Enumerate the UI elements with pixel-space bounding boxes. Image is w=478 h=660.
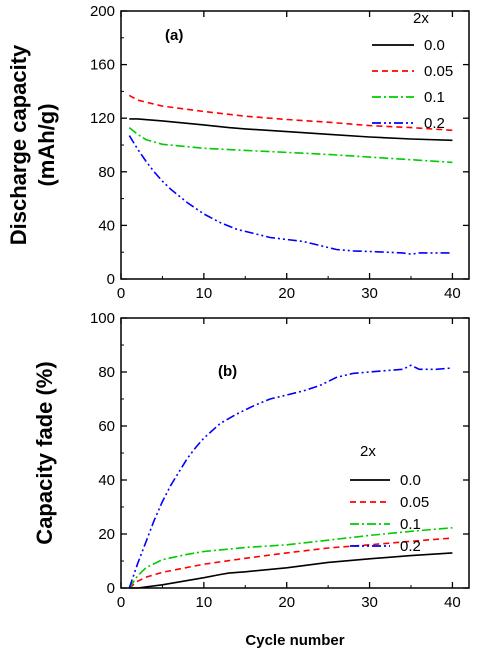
x-tick-label: 10	[196, 285, 213, 302]
legend-entry-label: 0.0	[424, 37, 445, 54]
panel-b-ticks: 0 10 20 30 40 0 20 40 60 80 100	[90, 310, 469, 611]
legend-entry-label: 0.05	[424, 63, 453, 80]
panel-a-legend: 2x 0.0 0.05 0.1 0.2	[372, 10, 453, 132]
series-line-0-1	[128, 126, 453, 164]
x-tick-label: 40	[444, 594, 461, 611]
panel-b: 0 10 20 30 40 0 20 40 60 80 100 (b) 2x 0.0 0.05 0.1 0.…	[32, 310, 470, 611]
series-line-0-2	[128, 364, 453, 589]
panel-a-series	[128, 94, 453, 256]
y-tick-label: 160	[90, 57, 115, 74]
y-tick-label: 40	[98, 217, 115, 234]
panel-a-ticks: 0 10 20 30 40 0 40 80 120 160 200	[90, 3, 469, 302]
series-line-0-05	[128, 537, 453, 589]
x-tick-label: 20	[278, 285, 295, 302]
x-tick-label: 20	[278, 594, 295, 611]
x-axis-title: Cycle number	[245, 632, 344, 649]
x-tick-label: 40	[444, 285, 461, 302]
legend-entry-label: 0.0	[400, 472, 421, 489]
legend-entry-label: 0.05	[400, 494, 429, 511]
legend-entry-label: 0.2	[400, 538, 421, 555]
legend-entry-label: 0.1	[424, 89, 445, 106]
series-line-0-05	[128, 94, 453, 132]
x-tick-label: 0	[117, 594, 125, 611]
y-tick-label: 60	[98, 418, 115, 435]
panel-b-series	[128, 364, 453, 589]
legend-entry-label: 0.1	[400, 516, 421, 533]
y-tick-label: 20	[98, 526, 115, 543]
panel-a: 0 10 20 30 40 0 40 80 120 160 200 (a) 2x 0.0 0.05 0.1…	[6, 3, 470, 302]
legend-title: 2x	[360, 443, 376, 460]
legend-entry-label: 0.2	[424, 115, 445, 132]
y-tick-label: 80	[98, 364, 115, 381]
panel-a-ylabel-line1: Discharge capacity	[6, 44, 31, 245]
panel-a-ylabel-line2: (mAh/g)	[34, 103, 59, 186]
series-line-0-0	[129, 552, 453, 589]
legend-title: 2x	[413, 10, 429, 27]
panel-b-legend: 2x 0.0 0.05 0.1 0.2	[350, 443, 429, 555]
panel-b-ylabel: Capacity fade (%)	[32, 361, 57, 544]
y-tick-label: 0	[107, 580, 115, 597]
y-tick-label: 0	[107, 271, 115, 288]
series-line-0-1	[128, 527, 453, 589]
y-tick-label: 40	[98, 472, 115, 489]
x-tick-label: 10	[196, 594, 213, 611]
y-tick-label: 200	[90, 3, 115, 20]
panel-a-plot-frame	[120, 10, 470, 280]
y-tick-label: 100	[90, 310, 115, 327]
series-line-0-2	[128, 135, 453, 256]
panel-a-label: (a)	[165, 27, 183, 44]
x-tick-label: 30	[361, 594, 378, 611]
x-tick-label: 30	[361, 285, 378, 302]
x-tick-label: 0	[117, 285, 125, 302]
y-tick-label: 120	[90, 110, 115, 127]
panel-b-label: (b)	[218, 363, 237, 380]
y-tick-label: 80	[98, 164, 115, 181]
series-line-0-0	[129, 118, 453, 142]
